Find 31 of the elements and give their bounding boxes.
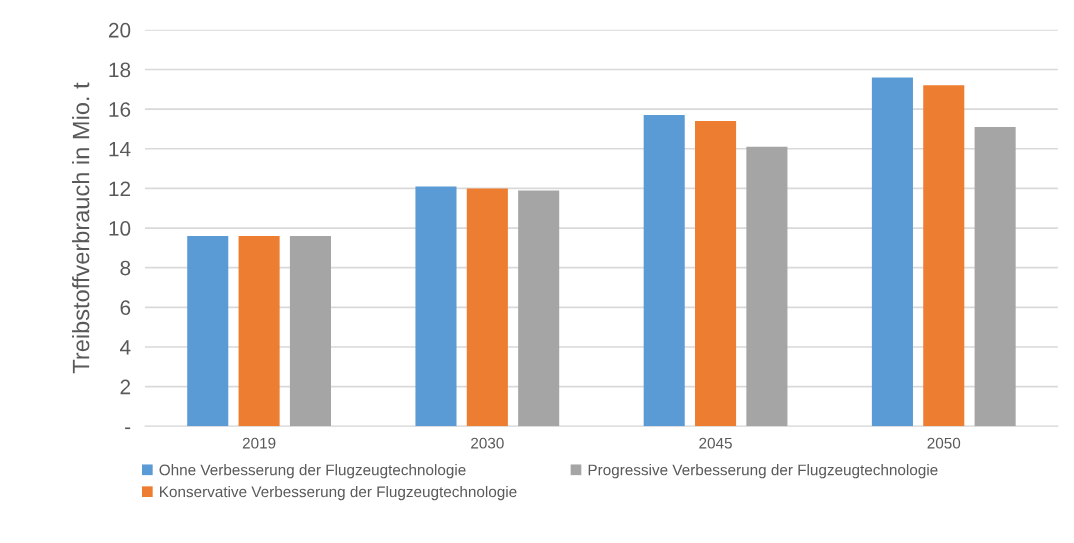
legend-label: Konservative Verbesserung der Flugzeugtechnologie — [160, 485, 517, 501]
x-tick-label: 2045 — [699, 437, 732, 449]
x-tick-label: 2030 — [471, 437, 504, 449]
x-tick-label: 2019 — [242, 437, 276, 449]
y-tick-label: 16 — [109, 102, 131, 117]
bar — [695, 121, 737, 427]
bar — [187, 235, 229, 427]
y-tick-label: 2 — [120, 379, 131, 395]
bar — [746, 146, 788, 427]
y-tick-label: - — [125, 427, 131, 430]
bar — [923, 85, 965, 427]
x-tick-label: 2050 — [927, 437, 961, 449]
bar — [238, 235, 280, 427]
bar — [871, 77, 913, 427]
y-tick-label: 20 — [108, 22, 131, 38]
y-tick-label: 14 — [109, 142, 131, 157]
y-tick-label: 10 — [109, 221, 131, 236]
bar — [289, 235, 331, 427]
y-tick-label: 12 — [109, 181, 131, 196]
bar — [466, 188, 508, 427]
bar — [643, 115, 685, 427]
y-tick-label: 8 — [120, 260, 131, 276]
bar — [415, 186, 457, 427]
y-tick-label: 18 — [109, 62, 131, 78]
legend-label: Progressive Verbesserung der Flugzeugtechnologie — [588, 464, 938, 479]
bar — [974, 126, 1016, 427]
legend-label: Ohne Verbesserung der Flugzeugtechnologie — [159, 464, 466, 479]
y-axis-title: Treibstoffverbrauch in Mio. t — [72, 82, 90, 374]
y-tick-label: 4 — [119, 340, 131, 355]
bar — [518, 190, 560, 427]
y-tick-label: 6 — [120, 300, 131, 316]
